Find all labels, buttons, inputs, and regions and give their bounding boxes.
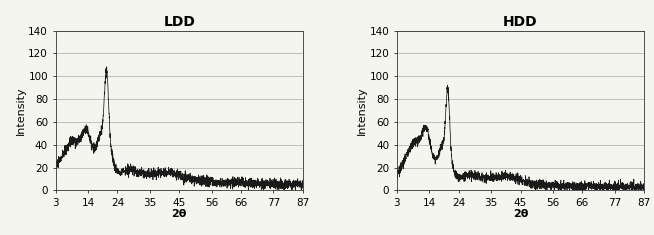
Title: HDD: HDD [503, 15, 538, 29]
Y-axis label: Intensity: Intensity [16, 86, 26, 135]
Y-axis label: Intensity: Intensity [356, 86, 367, 135]
X-axis label: 2θ: 2θ [513, 209, 528, 219]
X-axis label: 2θ: 2θ [171, 209, 187, 219]
Title: LDD: LDD [164, 15, 195, 29]
